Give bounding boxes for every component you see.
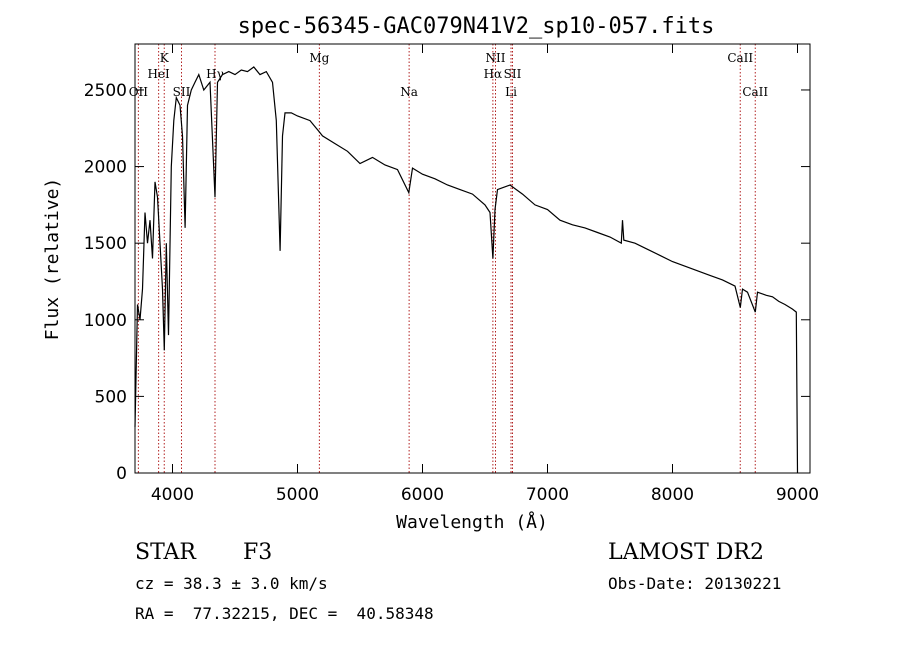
x-tick-label-5: 9000 <box>776 485 819 505</box>
line-label-5: Mg <box>309 51 329 65</box>
x-tick-label-1: 5000 <box>276 485 319 505</box>
x-tick-label-0: 4000 <box>151 485 194 505</box>
line-label-4: Hγ <box>206 67 224 81</box>
survey-label: LAMOST DR2 <box>608 540 764 565</box>
line-label-2: HeI <box>147 67 170 81</box>
line-label-11: CaII <box>727 51 753 65</box>
spectrum-polyline <box>134 66 799 474</box>
x-axis-label: Wavelength (Å) <box>396 511 548 533</box>
x-tick-label-2: 6000 <box>401 485 444 505</box>
line-label-9: SII <box>504 67 522 81</box>
line-label-1: K <box>160 51 170 65</box>
line-label-0: OII <box>129 85 149 99</box>
y-tick-label-4: 2000 <box>84 158 127 178</box>
object-subclass: F3 <box>243 540 273 565</box>
y-tick-label-1: 500 <box>95 387 127 407</box>
chart-title: spec-56345-GAC079N41V2_sp10-057.fits <box>238 14 715 39</box>
line-label-12: CaII <box>742 85 768 99</box>
y-axis: 0 500 1000 1500 2000 2500 <box>84 81 810 484</box>
y-tick-label-5: 2500 <box>84 81 127 101</box>
redshift-cz: cz = 38.3 ± 3.0 km/s <box>135 574 328 593</box>
x-axis: 4000 5000 6000 7000 8000 9000 <box>151 44 819 505</box>
observation-date: Obs-Date: 20130221 <box>608 574 782 593</box>
ra-dec-coordinates: RA = 77.32215, DEC = 40.58348 <box>135 604 434 623</box>
line-label-7: NII <box>486 51 506 65</box>
y-tick-label-0: 0 <box>116 464 127 484</box>
object-type: STAR <box>135 540 196 565</box>
line-label-3: SII <box>173 85 191 99</box>
y-tick-label-2: 1000 <box>84 311 127 331</box>
line-label-6: Na <box>400 85 418 99</box>
line-label-10: Li <box>505 85 517 99</box>
plot-frame <box>134 43 811 474</box>
line-label-8: Hα <box>484 67 503 81</box>
x-tick-label-4: 8000 <box>651 485 694 505</box>
x-tick-label-3: 7000 <box>526 485 569 505</box>
y-tick-label-3: 1500 <box>84 234 127 254</box>
y-axis-label: Flux (relative) <box>42 178 63 341</box>
spectrum-line <box>134 66 799 474</box>
